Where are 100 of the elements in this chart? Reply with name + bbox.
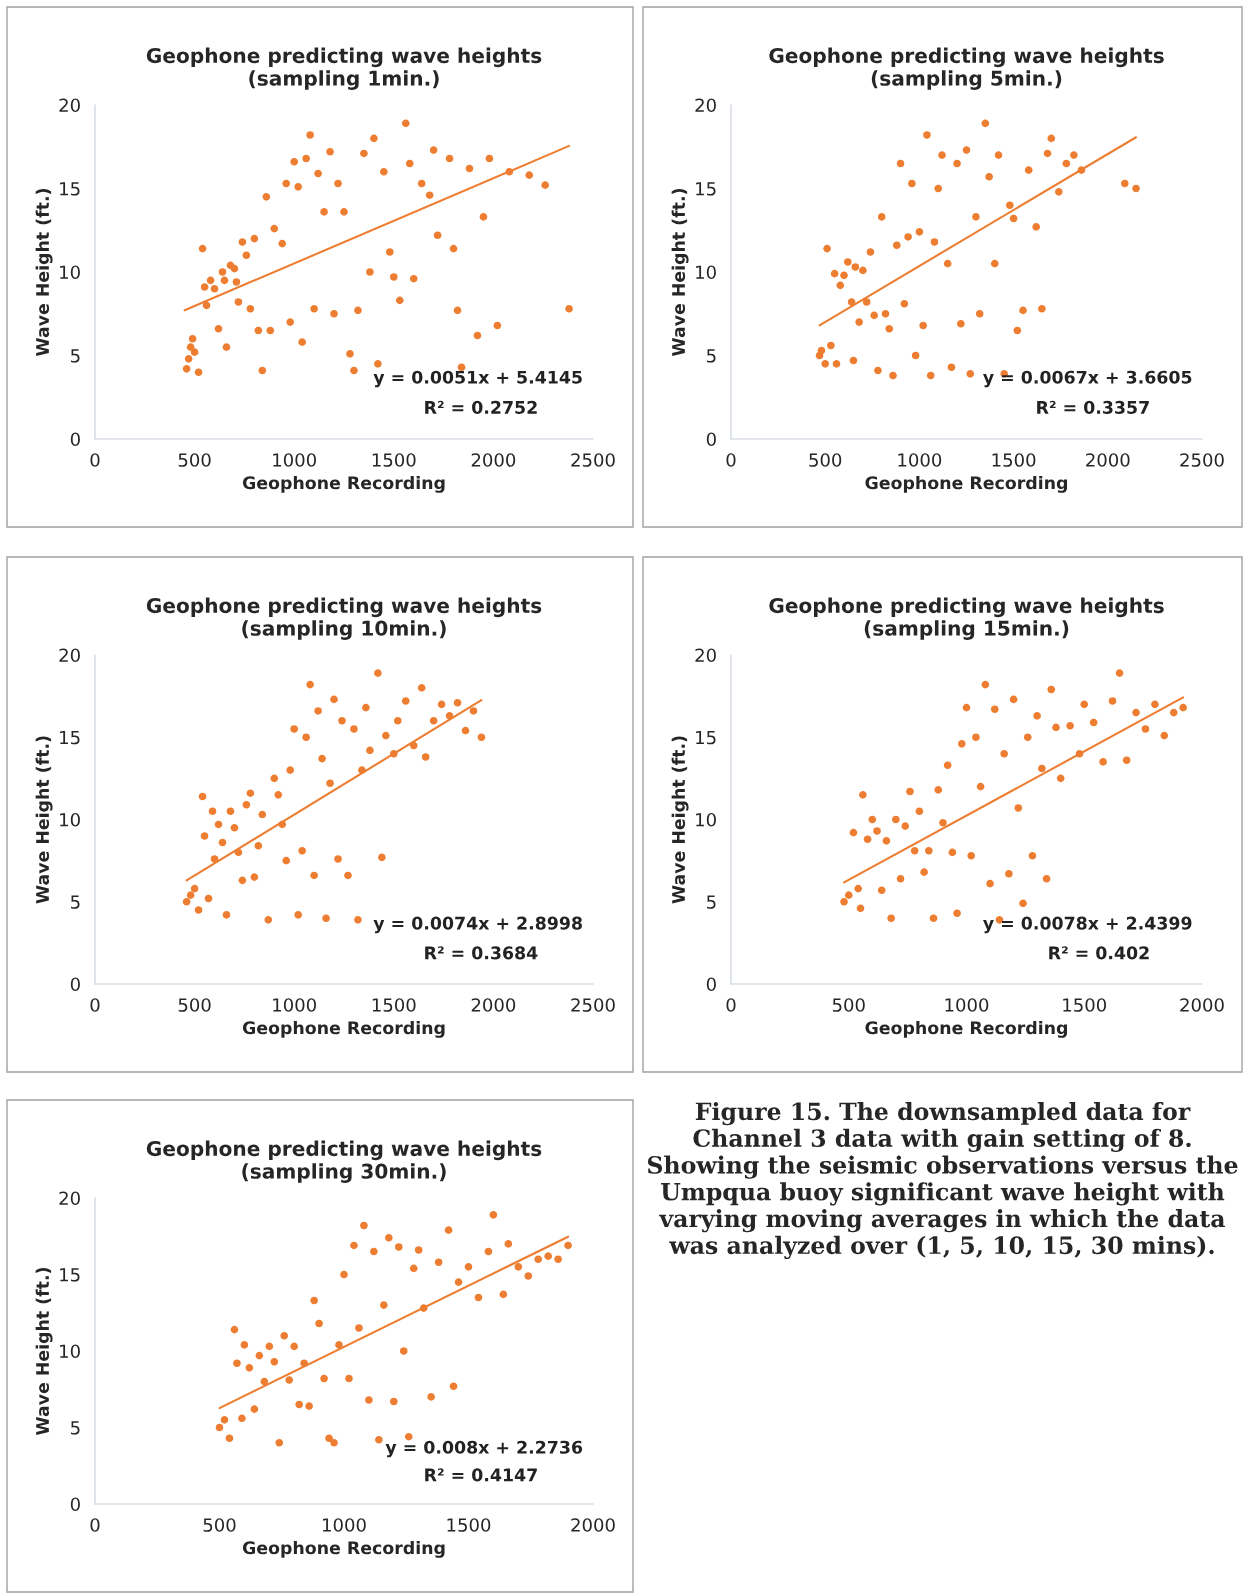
- x-tick-label: 2500: [571, 453, 615, 467]
- x-tick-label: 0: [90, 1518, 100, 1532]
- point: [355, 1324, 363, 1332]
- point: [375, 1435, 383, 1444]
- point: [534, 1255, 543, 1263]
- point: [409, 1264, 418, 1273]
- y-tick-label: 10: [60, 1344, 80, 1359]
- point: [360, 1221, 368, 1230]
- point: [270, 1357, 279, 1366]
- point: [315, 1319, 323, 1328]
- x-tick-label: 1500: [372, 453, 416, 467]
- annotation: y = 0.0067x + 3.6605: [983, 370, 1192, 388]
- x-tick-label: 1000: [273, 453, 316, 467]
- x-tick-label: 2000: [1086, 453, 1130, 467]
- x-tick-label: 1500: [372, 998, 416, 1012]
- y-tick-label: 5: [71, 895, 80, 909]
- point: [464, 1263, 473, 1271]
- point: [404, 1432, 413, 1441]
- y-axis-title: Wave Height (ft.): [35, 736, 53, 904]
- annotation: y = 0.0074x + 2.8998: [373, 916, 582, 934]
- y-tick-label: 10: [60, 265, 80, 280]
- y-axis-title: Wave Height (ft.): [35, 188, 53, 357]
- y-tick-label: 0: [706, 977, 716, 992]
- point: [380, 1301, 388, 1309]
- x-tick-label: 1500: [1063, 998, 1107, 1012]
- y-tick-label: 5: [707, 895, 716, 909]
- x-tick-label: 0: [726, 453, 736, 467]
- point: [504, 1240, 513, 1248]
- y-tick-label: 10: [696, 265, 716, 280]
- x-tick-label: 500: [178, 453, 211, 467]
- point: [238, 1414, 246, 1423]
- point: [454, 1278, 463, 1286]
- y-tick-label: 15: [696, 182, 716, 196]
- x-tick-label: 2000: [1180, 998, 1224, 1012]
- y-tick-label: 15: [60, 1268, 80, 1282]
- y-tick-label: 20: [59, 1191, 80, 1206]
- y-tick-label: 20: [695, 648, 716, 663]
- point: [345, 1374, 353, 1383]
- x-axis-title: Geophone Recording: [865, 475, 1068, 493]
- y-tick-label: 15: [60, 182, 80, 196]
- x-tick-label: 0: [726, 998, 736, 1012]
- y-tick-label: 0: [706, 432, 716, 447]
- annotation: R² = 0.3684: [425, 946, 538, 960]
- point: [499, 1290, 508, 1299]
- point: [524, 1272, 533, 1280]
- point: [325, 1434, 333, 1443]
- x-tick-label: 1000: [945, 998, 989, 1012]
- x-tick-label: 500: [178, 998, 211, 1012]
- point: [220, 1416, 229, 1424]
- point: [280, 1331, 289, 1340]
- chart-title: Geophone predicting wave heights (sampling 15min.): [769, 597, 1164, 640]
- y-tick-label: 5: [71, 349, 80, 363]
- point: [255, 1351, 264, 1360]
- y-tick-label: 20: [695, 98, 716, 113]
- point: [414, 1246, 423, 1254]
- point: [240, 1341, 249, 1349]
- x-tick-label: 2000: [471, 453, 516, 467]
- annotation: y = 0.0051x + 5.4145: [373, 370, 582, 388]
- point: [320, 1374, 328, 1383]
- point: [365, 1396, 373, 1404]
- x-tick-label: 0: [90, 998, 100, 1012]
- y-tick-label: 15: [696, 730, 716, 745]
- y-axis-title: Wave Height (ft.): [671, 736, 689, 904]
- point: [295, 1400, 303, 1409]
- point: [399, 1347, 408, 1355]
- x-tick-label: 1500: [447, 1518, 491, 1532]
- x-tick-label: 2000: [471, 998, 516, 1012]
- point: [340, 1270, 348, 1279]
- chart-title: Geophone predicting wave heights (sampling 30min.): [146, 1140, 542, 1183]
- point: [350, 1241, 358, 1250]
- point: [335, 1341, 343, 1349]
- point: [233, 1359, 241, 1368]
- x-tick-label: 2500: [1180, 453, 1224, 467]
- y-axis-title: Wave Height (ft.): [35, 1267, 53, 1436]
- point: [265, 1342, 274, 1351]
- x-tick-label: 500: [809, 453, 842, 467]
- point: [444, 1226, 453, 1234]
- chart-title: Geophone predicting wave heights (sampling 1min.): [146, 47, 542, 90]
- point: [330, 1439, 338, 1447]
- point: [230, 1325, 239, 1334]
- point: [554, 1255, 562, 1263]
- annotation: y = 0.0078x + 2.4399: [983, 916, 1192, 934]
- point: [225, 1434, 234, 1443]
- point: [245, 1364, 254, 1372]
- x-axis-title: Geophone Recording: [242, 1540, 445, 1558]
- point: [310, 1296, 318, 1305]
- point: [215, 1423, 224, 1432]
- y-tick-label: 5: [707, 349, 716, 363]
- y-tick-label: 10: [60, 812, 80, 827]
- x-tick-label: 1000: [323, 1518, 366, 1532]
- chart-title: Geophone predicting wave heights (sampling 10min.): [146, 597, 542, 640]
- y-tick-label: 15: [60, 730, 80, 745]
- point: [275, 1439, 284, 1447]
- point: [449, 1382, 458, 1390]
- point: [564, 1241, 572, 1250]
- annotation: R² = 0.402: [1049, 946, 1149, 960]
- y-tick-label: 20: [59, 648, 80, 663]
- point: [385, 1233, 393, 1242]
- point: [434, 1258, 443, 1267]
- y-tick-label: 10: [696, 812, 716, 827]
